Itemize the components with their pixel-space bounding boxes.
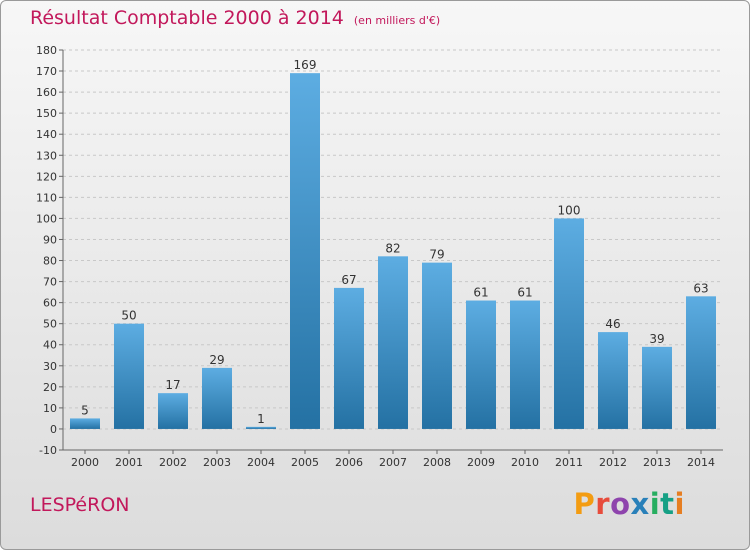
- y-tick-label: 0: [50, 423, 57, 436]
- x-tick-label: 2012: [599, 456, 627, 469]
- y-tick-label: 80: [43, 255, 57, 268]
- bar: [158, 393, 188, 429]
- y-tick-label: 30: [43, 360, 57, 373]
- commune-name: LESPéRON: [30, 494, 130, 516]
- data-label: 79: [429, 248, 444, 262]
- brand-letter: t: [660, 487, 675, 521]
- data-label: 67: [341, 273, 356, 287]
- x-tick-label: 2003: [203, 456, 231, 469]
- brand-letter: o: [610, 487, 631, 521]
- x-tick-label: 2008: [423, 456, 451, 469]
- brand-letter: x: [630, 487, 650, 521]
- data-label: 82: [385, 241, 400, 255]
- chart-title: Résultat Comptable 2000 à 2014 (en millie…: [30, 7, 440, 29]
- data-label: 29: [209, 353, 224, 367]
- brand-letter: r: [595, 487, 611, 521]
- data-label: 61: [473, 286, 488, 300]
- brand-letter: i: [674, 487, 685, 521]
- y-tick-label: 50: [43, 318, 57, 331]
- x-tick-label: 2013: [643, 456, 671, 469]
- y-tick-label: 100: [36, 212, 57, 225]
- y-tick-label: 70: [43, 276, 57, 289]
- brand-letter: P: [573, 487, 596, 521]
- y-tick-label: 180: [36, 44, 57, 57]
- data-label: 169: [294, 58, 317, 72]
- data-label: 1: [257, 412, 265, 426]
- bar: [598, 332, 628, 429]
- data-label: 17: [165, 378, 180, 392]
- unit-label: (en milliers d'€): [353, 14, 441, 27]
- proxiti-logo[interactable]: Proxiti: [573, 487, 685, 521]
- data-label: 5: [81, 403, 89, 417]
- bar: [378, 256, 408, 429]
- y-tick-label: 20: [43, 381, 57, 394]
- y-tick-label: 140: [36, 128, 57, 141]
- x-tick-label: 2006: [335, 456, 363, 469]
- y-tick-label: 170: [36, 65, 57, 78]
- bar: [642, 346, 672, 429]
- title-text: Résultat Comptable 2000 à 2014: [30, 7, 344, 29]
- x-tick-label: 2005: [291, 456, 319, 469]
- data-label: 61: [517, 286, 532, 300]
- y-tick-label: 150: [36, 107, 57, 120]
- y-tick-label: 120: [36, 170, 57, 183]
- bar: [510, 300, 540, 429]
- x-tick-label: 2007: [379, 456, 407, 469]
- x-tick-label: 2004: [247, 456, 275, 469]
- bar: [246, 426, 276, 429]
- x-tick-label: 2009: [467, 456, 495, 469]
- y-tick-label: 90: [43, 233, 57, 246]
- x-tick-label: 2014: [687, 456, 715, 469]
- bar: [422, 262, 452, 429]
- x-tick-label: 2001: [115, 456, 143, 469]
- data-label: 39: [649, 332, 664, 346]
- bar: [686, 296, 716, 429]
- y-tick-label: 130: [36, 149, 57, 162]
- bar: [114, 323, 144, 429]
- y-tick-label: 10: [43, 402, 57, 415]
- x-tick-label: 2010: [511, 456, 539, 469]
- data-label: 100: [558, 203, 581, 217]
- bar: [70, 418, 100, 429]
- data-label: 63: [693, 281, 708, 295]
- bar: [554, 218, 584, 429]
- x-tick-label: 2000: [71, 456, 99, 469]
- data-label: 50: [121, 309, 136, 323]
- bar: [290, 73, 320, 429]
- y-tick-label: 110: [36, 191, 57, 204]
- x-tick-label: 2011: [555, 456, 583, 469]
- y-tick-label: -10: [39, 444, 57, 457]
- bar: [334, 287, 364, 429]
- y-tick-label: 40: [43, 339, 57, 352]
- data-label: 46: [605, 317, 620, 331]
- y-tick-label: 60: [43, 297, 57, 310]
- bar: [466, 300, 496, 429]
- brand-letter: i: [649, 487, 661, 521]
- y-tick-label: 160: [36, 86, 57, 99]
- x-tick-label: 2002: [159, 456, 187, 469]
- bar: [202, 367, 232, 429]
